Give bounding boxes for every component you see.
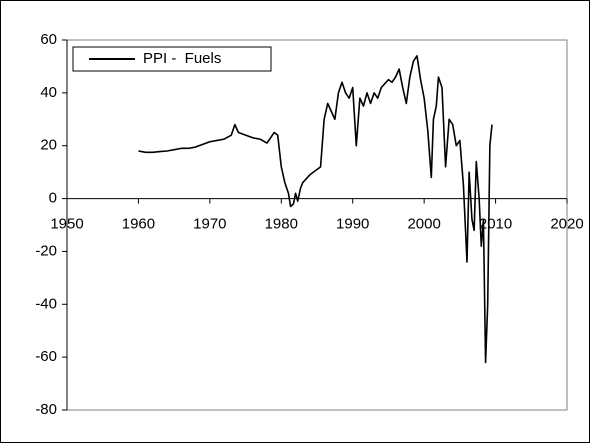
x-tick-label: 1950 [50, 216, 83, 233]
data-line [138, 55, 493, 364]
x-tick-label: 1970 [193, 216, 226, 233]
x-tick-label: 1960 [122, 216, 155, 233]
y-tick-label: -20 [35, 242, 57, 259]
y-tick-label: -80 [35, 401, 57, 418]
y-tick-label: 0 [49, 190, 57, 207]
y-tick-label: -40 [35, 295, 57, 312]
y-tick-label: 60 [40, 31, 57, 48]
x-tick-label: 2000 [407, 216, 440, 233]
x-tick-label: 2010 [479, 216, 512, 233]
legend-label: PPI - Fuels [143, 50, 221, 67]
y-tick-label: 20 [40, 137, 57, 154]
y-tick-label: 40 [40, 84, 57, 101]
x-tick-label: 1980 [265, 216, 298, 233]
y-tick-label: -60 [35, 348, 57, 365]
x-tick-label: 1990 [336, 216, 369, 233]
x-tick-label: 2020 [550, 216, 583, 233]
